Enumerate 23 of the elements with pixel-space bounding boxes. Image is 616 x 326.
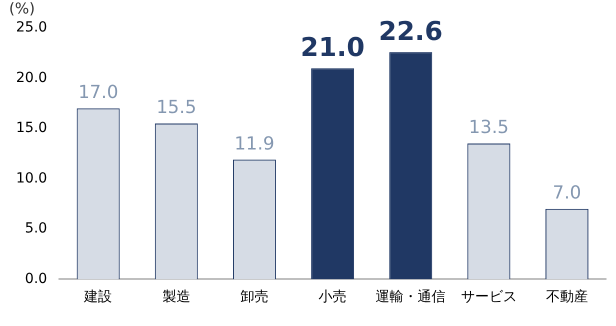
data-label: 13.5	[468, 117, 509, 138]
x-tick-label: 不動産	[546, 289, 588, 306]
y-tick-label: 15.0	[16, 120, 48, 136]
y-tick-label: 10.0	[16, 170, 48, 186]
bar	[389, 52, 432, 280]
x-tick-label: 建設	[83, 289, 112, 306]
x-tick-label: 卸売	[240, 289, 268, 306]
y-tick-label: 20.0	[16, 70, 48, 86]
y-tick-label: 0.0	[24, 270, 48, 287]
x-tick-label: 運輸・通信	[376, 289, 446, 306]
data-label: 15.5	[156, 97, 196, 118]
x-tick-label: 製造	[162, 289, 190, 306]
y-axis-title: (%)	[9, 0, 35, 18]
x-tick-label: サービス	[460, 289, 517, 306]
x-tick-label: 小売	[318, 289, 347, 306]
data-label: 17.0	[78, 82, 118, 104]
data-label: 21.0	[300, 32, 365, 63]
data-label: 22.6	[378, 16, 443, 47]
y-tick-label: 25.0	[16, 20, 48, 36]
data-label: 11.9	[234, 133, 275, 154]
bar	[311, 68, 354, 280]
y-tick-label: 5.0	[24, 220, 48, 237]
data-label: 7.0	[552, 182, 582, 204]
